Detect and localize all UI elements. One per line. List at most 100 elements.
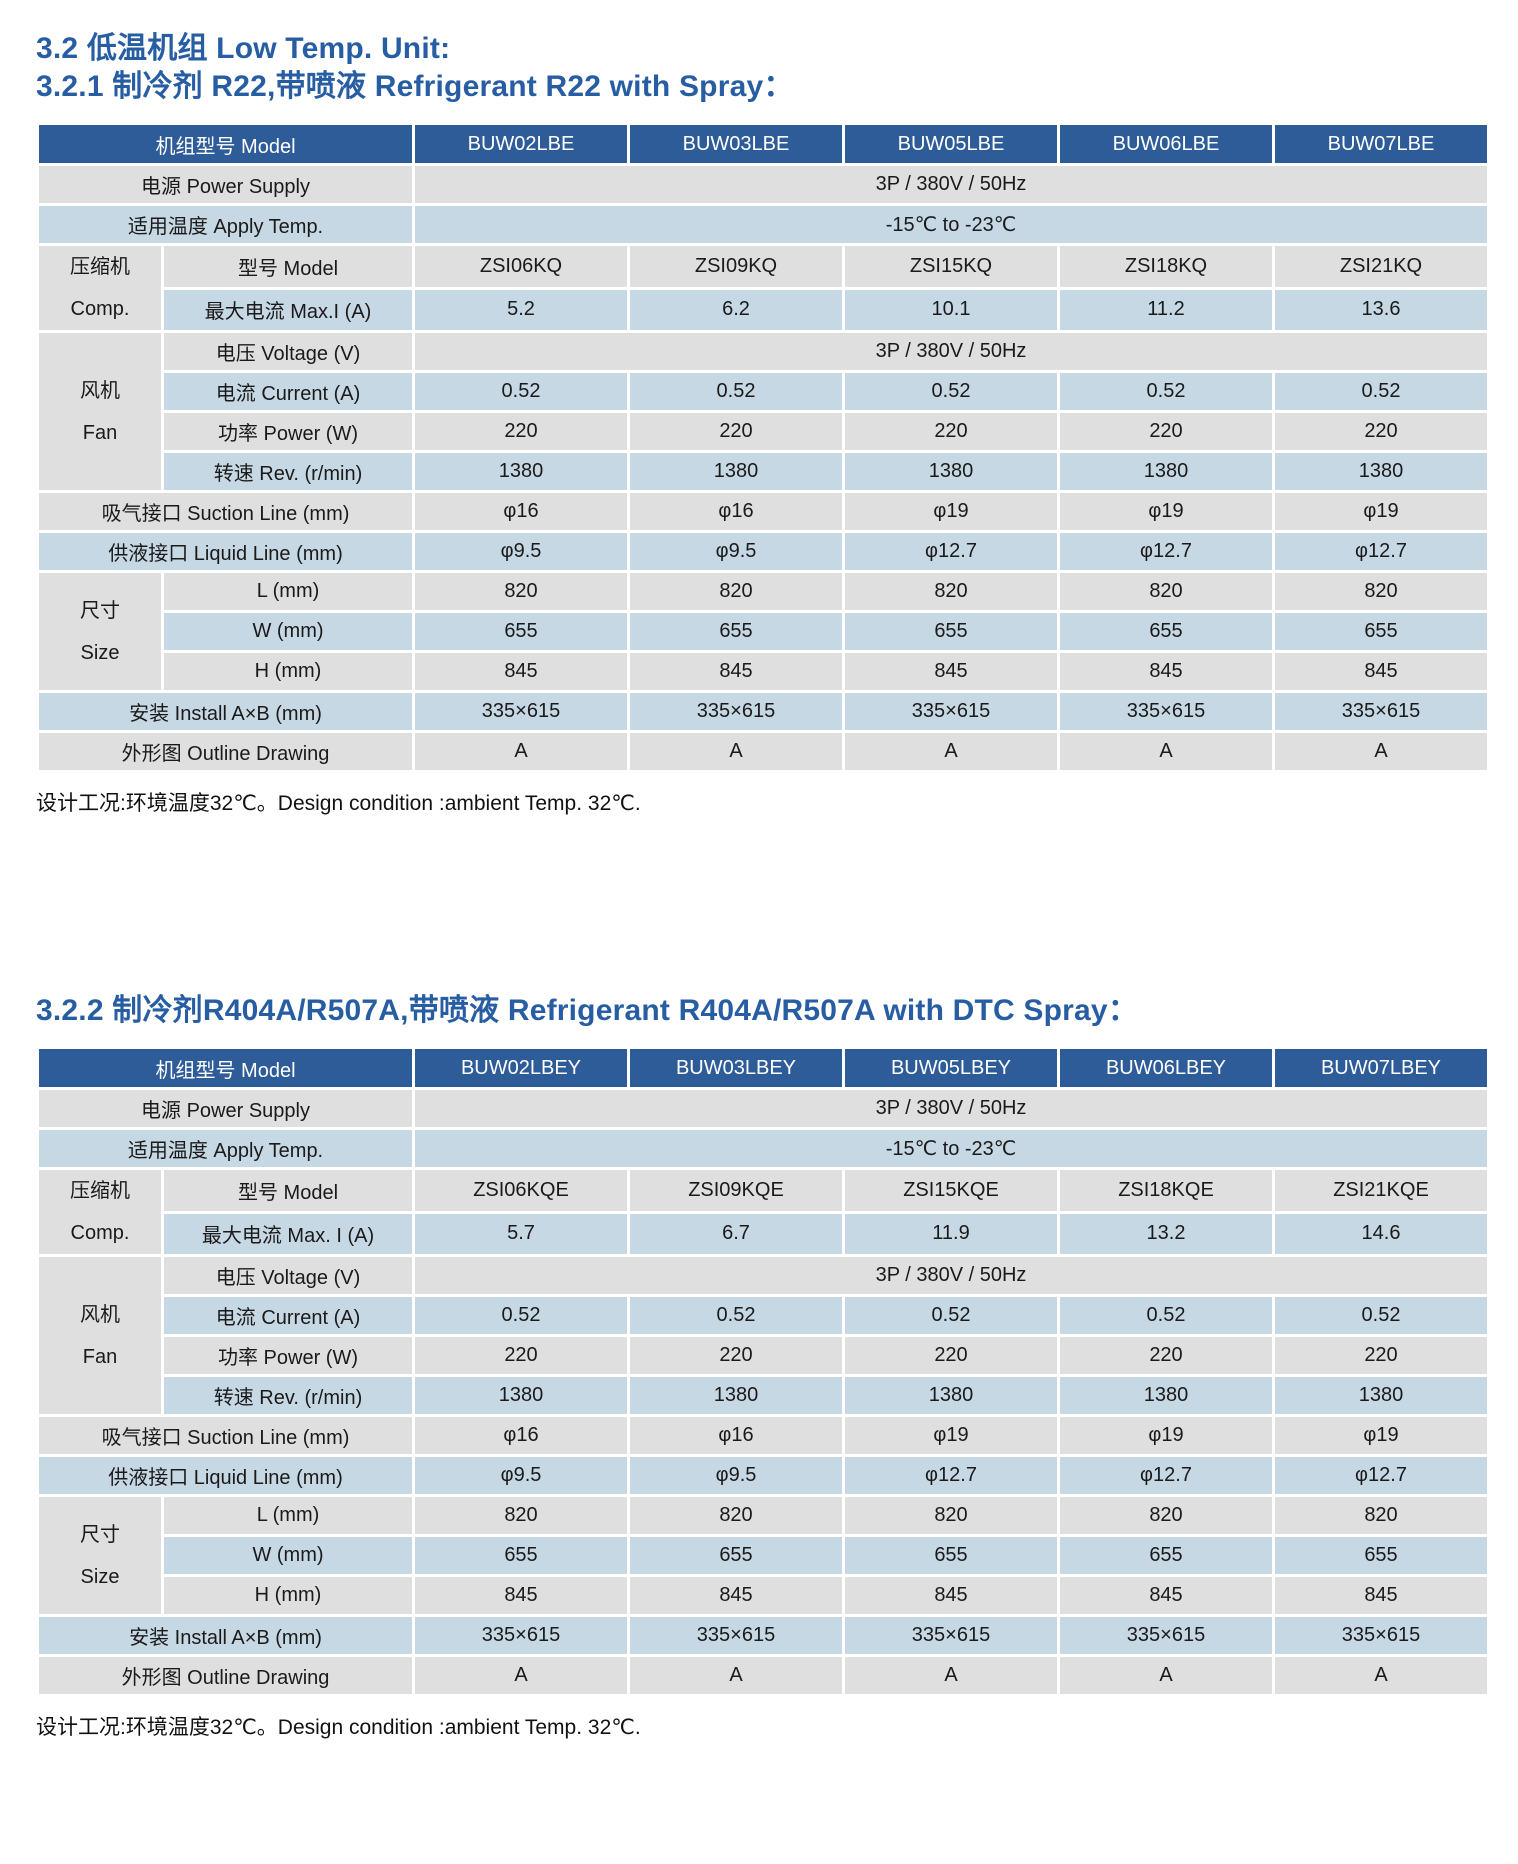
value-cell: 1380	[1272, 1374, 1490, 1417]
value-cell: ZSI09KQ	[627, 243, 845, 290]
value-cell: 11.2	[1057, 286, 1275, 333]
value-cell: 5.7	[412, 1210, 630, 1257]
suction-line-row: 吸气接口 Suction Line (mm) φ16 φ16 φ19 φ19 φ…	[36, 1414, 1490, 1457]
value-cell: 845	[842, 650, 1060, 693]
value-cell: 820	[1272, 570, 1490, 613]
group-label-en: Comp.	[70, 298, 130, 320]
row-label-cell: 安装 Install A×B (mm)	[36, 1614, 415, 1657]
value-cell: A	[1057, 730, 1275, 773]
value-cell: 845	[412, 650, 630, 693]
value-cell: 1380	[842, 1374, 1060, 1417]
row-label-cell: 型号 Model	[161, 243, 415, 290]
row-label-cell: 功率 Power (W)	[161, 1334, 415, 1377]
model-name-cell: BUW03LBEY	[627, 1046, 845, 1090]
size-w-row: W (mm) 655 655 655 655 655	[38, 1534, 1490, 1577]
value-cell: A	[627, 1654, 845, 1697]
fan-power-row: 功率 Power (W) 220 220 220 220 220	[38, 1334, 1490, 1377]
value-cell: φ16	[412, 490, 630, 533]
value-cell: 655	[412, 1534, 630, 1577]
value-cell: 655	[1057, 1534, 1275, 1577]
value-cell: φ12.7	[1057, 530, 1275, 573]
value-cell: 220	[1057, 1334, 1275, 1377]
value-cell: φ9.5	[412, 530, 630, 573]
value-cell: φ19	[1272, 490, 1490, 533]
value-cell: 335×615	[412, 690, 630, 733]
size-h-row: H (mm) 845 845 845 845 845	[38, 650, 1490, 693]
row-label-cell: 供液接口 Liquid Line (mm)	[36, 530, 415, 573]
value-cell: A	[842, 730, 1060, 773]
row-label-cell: 安装 Install A×B (mm)	[36, 690, 415, 733]
value-cell: φ19	[1057, 490, 1275, 533]
span-value-cell: -15℃ to -23℃	[412, 1127, 1490, 1170]
value-cell: ZSI15KQ	[842, 243, 1060, 290]
value-cell: 220	[842, 410, 1060, 453]
value-cell: 845	[627, 650, 845, 693]
value-cell: φ19	[1272, 1414, 1490, 1457]
install-row: 安装 Install A×B (mm) 335×615 335×615 335×…	[36, 690, 1490, 733]
spec-table-r22: 机组型号 Model BUW02LBE BUW03LBE BUW05LBE BU…	[36, 122, 1490, 773]
model-name-cell: BUW06LBEY	[1057, 1046, 1275, 1090]
group-cell-compressor: 压缩机 Comp.	[36, 243, 164, 333]
spec-sheet-page: 3.2 低温机组 Low Temp. Unit: 3.2.1 制冷剂 R22,带…	[36, 32, 1490, 1739]
value-cell: 335×615	[412, 1614, 630, 1657]
design-condition-note: 设计工况:环境温度32℃。Design condition :ambient T…	[36, 792, 641, 815]
value-cell: 0.52	[1272, 1294, 1490, 1337]
group-label-cn: 尺寸	[80, 1523, 120, 1546]
value-cell: 0.52	[412, 1294, 630, 1337]
value-cell: φ12.7	[1057, 1454, 1275, 1497]
value-cell: 0.52	[842, 1294, 1060, 1337]
value-cell: 0.52	[1057, 1294, 1275, 1337]
model-name-cell: BUW07LBEY	[1272, 1046, 1490, 1090]
value-cell: 655	[1272, 610, 1490, 653]
value-cell: φ19	[842, 490, 1060, 533]
value-cell: 335×615	[627, 1614, 845, 1657]
compressor-model-row: 压缩机 Comp. 型号 Model ZSI06KQE ZSI09KQE ZSI…	[36, 1167, 1490, 1257]
value-cell: ZSI06KQ	[412, 243, 630, 290]
row-label-cell: 电流 Current (A)	[161, 1294, 415, 1337]
model-name-cell: BUW07LBE	[1272, 122, 1490, 166]
value-cell: 335×615	[1057, 1614, 1275, 1657]
value-cell: 220	[1057, 410, 1275, 453]
model-header-cell: 机组型号 Model	[36, 1046, 415, 1090]
value-cell: 1380	[627, 1374, 845, 1417]
model-name-cell: BUW03LBE	[627, 122, 845, 166]
value-cell: 1380	[1057, 450, 1275, 493]
value-cell: 820	[842, 570, 1060, 613]
value-cell: A	[1057, 1654, 1275, 1697]
power-supply-row: 电源 Power Supply 3P / 380V / 50Hz	[36, 163, 1490, 206]
group-cell-size: 尺寸 Size	[36, 1494, 164, 1617]
value-cell: 220	[412, 1334, 630, 1377]
row-label-cell: 电源 Power Supply	[36, 1087, 415, 1130]
row-label-cell: L (mm)	[161, 1494, 415, 1537]
row-label-cell: 外形图 Outline Drawing	[36, 1654, 415, 1697]
subsection-title-r404a: 3.2.2 制冷剂R404A/R507A,带喷液 Refrigerant R40…	[36, 994, 1139, 1027]
value-cell: φ9.5	[627, 1454, 845, 1497]
value-cell: 1380	[842, 450, 1060, 493]
row-label-cell: 电源 Power Supply	[36, 163, 415, 206]
row-label-cell: 最大电流 Max. I (A)	[161, 1210, 415, 1257]
value-cell: 655	[412, 610, 630, 653]
value-cell: ZSI09KQE	[627, 1167, 845, 1214]
value-cell: 1380	[412, 1374, 630, 1417]
value-cell: 335×615	[1272, 1614, 1490, 1657]
value-cell: 820	[627, 1494, 845, 1537]
value-cell: 220	[1272, 410, 1490, 453]
value-cell: 335×615	[627, 690, 845, 733]
value-cell: 1380	[412, 450, 630, 493]
row-label-cell: 电压 Voltage (V)	[161, 330, 415, 373]
value-cell: A	[1272, 1654, 1490, 1697]
span-value-cell: 3P / 380V / 50Hz	[412, 1254, 1490, 1297]
value-cell: 335×615	[1272, 690, 1490, 733]
row-label-cell: 吸气接口 Suction Line (mm)	[36, 490, 415, 533]
value-cell: 820	[412, 1494, 630, 1537]
model-header-cell: 机组型号 Model	[36, 122, 415, 166]
suction-line-row: 吸气接口 Suction Line (mm) φ16 φ16 φ19 φ19 φ…	[36, 490, 1490, 533]
value-cell: 0.52	[1272, 370, 1490, 413]
fan-rev-row: 转速 Rev. (r/min) 1380 1380 1380 1380 1380	[38, 450, 1490, 493]
value-cell: φ16	[627, 1414, 845, 1457]
value-cell: ZSI18KQE	[1057, 1167, 1275, 1214]
max-current-row: 最大电流 Max. I (A) 5.7 6.7 11.9 13.2 14.6	[38, 1210, 1490, 1257]
value-cell: 6.7	[627, 1210, 845, 1257]
row-label-cell: L (mm)	[161, 570, 415, 613]
value-cell: 820	[412, 570, 630, 613]
